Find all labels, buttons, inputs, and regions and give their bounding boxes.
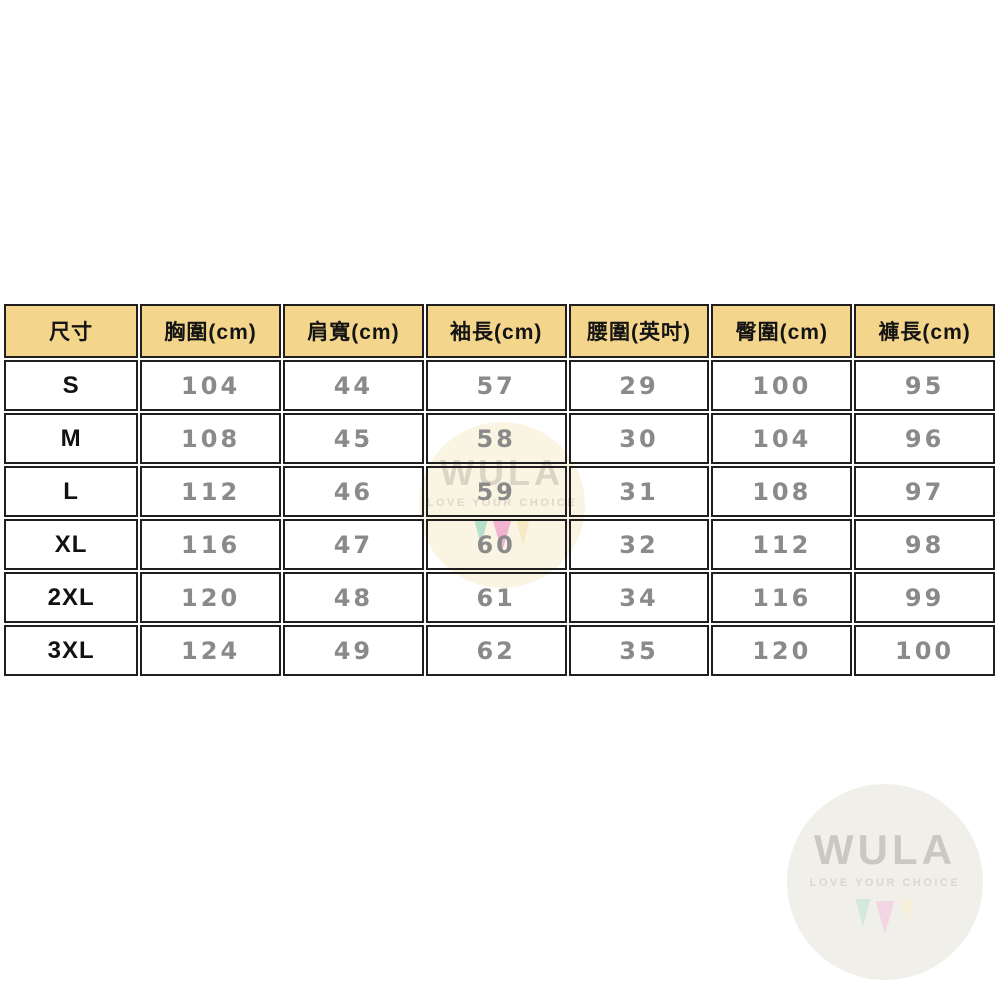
table-row: M 108 45 58 30 104 96 bbox=[4, 413, 995, 464]
brand-pennants-icon bbox=[853, 899, 917, 935]
measurement-value-cell: 62 bbox=[425, 625, 567, 676]
measurement-value-cell: 104 bbox=[711, 413, 853, 464]
size-chart-header: 尺寸 胸圍(cm) 肩寬(cm) 袖長(cm) 腰圍(英吋) 臀圍(cm) 褲長(cm) bbox=[4, 304, 995, 358]
size-label-cell: 3XL bbox=[4, 625, 139, 676]
column-header: 肩寬(cm) bbox=[283, 304, 424, 358]
watermark-corner: WULA LOVE YOUR CHOICE bbox=[787, 784, 983, 980]
measurement-value-cell: 46 bbox=[283, 466, 424, 517]
measurement-value-cell: 120 bbox=[140, 572, 281, 623]
size-label-cell: XL bbox=[4, 519, 139, 570]
size-label-cell: S bbox=[4, 360, 139, 411]
measurement-value-cell: 95 bbox=[854, 360, 995, 411]
measurement-value-cell: 97 bbox=[854, 466, 995, 517]
table-row: S 104 44 57 29 100 95 bbox=[4, 360, 995, 411]
pennant-triangle-icon bbox=[875, 901, 895, 934]
header-row: 尺寸 胸圍(cm) 肩寬(cm) 袖長(cm) 腰圍(英吋) 臀圍(cm) 褲長(cm) bbox=[4, 304, 995, 358]
measurement-value-cell: 96 bbox=[854, 413, 995, 464]
pennant-triangle-icon bbox=[855, 899, 871, 927]
measurement-value-cell: 35 bbox=[568, 625, 710, 676]
column-header: 袖長(cm) bbox=[425, 304, 567, 358]
size-label-cell: M bbox=[4, 413, 139, 464]
measurement-value-cell: 29 bbox=[568, 360, 710, 411]
table-row: XL 116 47 60 32 112 98 bbox=[4, 519, 995, 570]
measurement-value-cell: 112 bbox=[711, 519, 853, 570]
table-row: 3XL 124 49 62 35 120 100 bbox=[4, 625, 995, 676]
column-header-size: 尺寸 bbox=[4, 304, 139, 358]
measurement-value-cell: 116 bbox=[140, 519, 281, 570]
column-header: 褲長(cm) bbox=[854, 304, 995, 358]
measurement-value-cell: 116 bbox=[711, 572, 853, 623]
measurement-value-cell: 104 bbox=[140, 360, 281, 411]
measurement-value-cell: 60 bbox=[425, 519, 567, 570]
column-header: 腰圍(英吋) bbox=[568, 304, 710, 358]
measurement-value-cell: 30 bbox=[568, 413, 710, 464]
measurement-value-cell: 47 bbox=[283, 519, 424, 570]
brand-logo-text: WULA bbox=[814, 826, 956, 873]
measurement-value-cell: 58 bbox=[425, 413, 567, 464]
measurement-value-cell: 31 bbox=[568, 466, 710, 517]
measurement-value-cell: 44 bbox=[283, 360, 424, 411]
measurement-value-cell: 49 bbox=[283, 625, 424, 676]
measurement-value-cell: 59 bbox=[425, 466, 567, 517]
measurement-value-cell: 34 bbox=[568, 572, 710, 623]
size-label-cell: L bbox=[4, 466, 139, 517]
measurement-value-cell: 61 bbox=[425, 572, 567, 623]
size-chart-table: 尺寸 胸圍(cm) 肩寬(cm) 袖長(cm) 腰圍(英吋) 臀圍(cm) 褲長(cm) S… bbox=[2, 302, 997, 678]
measurement-value-cell: 57 bbox=[425, 360, 567, 411]
brand-tagline: LOVE YOUR CHOICE bbox=[809, 877, 961, 889]
measurement-value-cell: 98 bbox=[854, 519, 995, 570]
measurement-value-cell: 99 bbox=[854, 572, 995, 623]
table-row: 2XL 120 48 61 34 116 99 bbox=[4, 572, 995, 623]
size-label-cell: 2XL bbox=[4, 572, 139, 623]
measurement-value-cell: 120 bbox=[711, 625, 853, 676]
column-header: 臀圍(cm) bbox=[711, 304, 853, 358]
measurement-value-cell: 112 bbox=[140, 466, 281, 517]
table-row: L 112 46 59 31 108 97 bbox=[4, 466, 995, 517]
measurement-value-cell: 124 bbox=[140, 625, 281, 676]
measurement-value-cell: 45 bbox=[283, 413, 424, 464]
measurement-value-cell: 100 bbox=[854, 625, 995, 676]
measurement-value-cell: 48 bbox=[283, 572, 424, 623]
measurement-value-cell: 32 bbox=[568, 519, 710, 570]
measurement-value-cell: 108 bbox=[140, 413, 281, 464]
column-header: 胸圍(cm) bbox=[140, 304, 281, 358]
measurement-value-cell: 108 bbox=[711, 466, 853, 517]
size-chart-body: S 104 44 57 29 100 95 M 108 45 58 30 104 96 L 112 46 59 31… bbox=[4, 360, 995, 676]
measurement-value-cell: 100 bbox=[711, 360, 853, 411]
pennant-triangle-icon bbox=[899, 899, 915, 927]
